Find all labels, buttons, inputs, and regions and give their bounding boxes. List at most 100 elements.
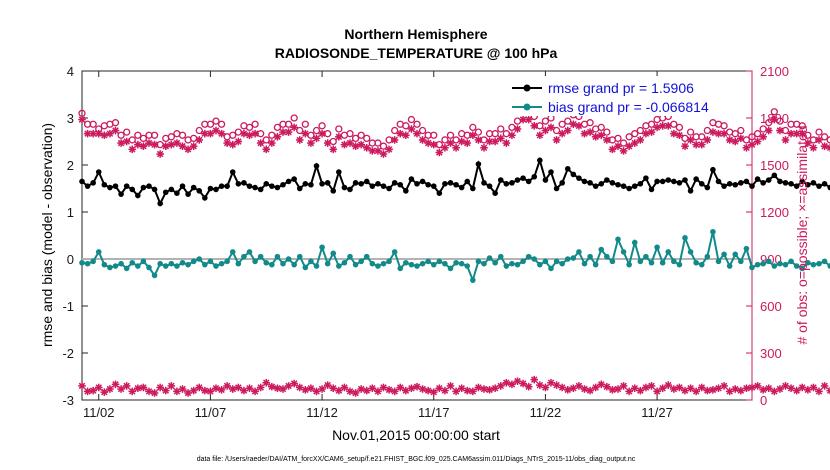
bias-point [263, 259, 270, 266]
bias-point [749, 264, 755, 271]
bias-point [782, 261, 789, 268]
rmse-point [107, 184, 113, 191]
possible-obs-point [206, 120, 215, 128]
bias-point [107, 264, 113, 271]
rmse-point [358, 181, 364, 187]
rmse-point [280, 181, 286, 188]
assimilated-obs-point [117, 139, 125, 147]
assimilated-obs-point [731, 385, 740, 393]
possible-obs-point [564, 117, 572, 125]
rmse-point [587, 180, 593, 186]
assimilated-obs-point [686, 384, 695, 393]
possible-obs-point [558, 120, 566, 128]
assimilated-obs-point [206, 387, 215, 396]
rmse-point [816, 183, 822, 189]
assimilated-obs-point [100, 388, 109, 396]
assimilated-obs-point [89, 129, 97, 138]
bias-point [704, 253, 711, 260]
assimilated-obs-point [692, 387, 700, 396]
assimilated-obs-point [586, 386, 594, 395]
bias-point [397, 265, 404, 272]
assimilated-obs-point [128, 387, 137, 396]
rmse-point [95, 169, 102, 175]
rmse-point [263, 181, 270, 187]
rmse-point [324, 180, 331, 186]
y-tick-label: 2 [67, 158, 74, 173]
bias-point [235, 260, 242, 267]
assimilated-obs-point [83, 129, 92, 138]
y-axis-label: rmse and bias (model - observation) [39, 123, 55, 347]
assimilated-obs-point [385, 145, 393, 154]
assimilated-obs-point [536, 131, 544, 140]
possible-obs-point [619, 139, 628, 147]
assimilated-obs-point [530, 375, 539, 384]
bias-point [218, 260, 225, 267]
assimilated-obs-point [725, 136, 734, 144]
rmse-point [749, 183, 755, 189]
assimilated-obs-point [424, 139, 432, 147]
x-tick-label: 11/07 [195, 405, 227, 420]
assimilated-obs-point [94, 383, 103, 392]
rmse-point [715, 178, 722, 185]
assimilated-obs-point [502, 378, 511, 387]
rmse-point [805, 181, 811, 188]
bias-point [626, 261, 632, 268]
assimilated-obs-point [273, 384, 282, 393]
legend-rmse-label: rmse grand pr = 1.5906 [548, 80, 694, 96]
rmse-point [168, 186, 175, 193]
bias-point [509, 260, 515, 267]
rmse-point [754, 176, 761, 182]
possible-obs-point [290, 114, 298, 122]
chart-subtitle: RADIOSONDE_TEMPERATURE @ 100 hPa [275, 45, 558, 61]
assimilated-obs-point [323, 381, 332, 389]
assimilated-obs-point [301, 129, 310, 138]
assimilated-obs-point [251, 129, 259, 138]
possible-obs-point [284, 120, 293, 128]
assimilated-obs-point [820, 382, 829, 390]
rmse-point [520, 175, 526, 181]
bias-point [520, 258, 526, 265]
assimilated-obs-point [441, 143, 449, 152]
possible-obs-point [597, 123, 605, 132]
assimilated-obs-point [195, 136, 204, 144]
rmse-point [285, 178, 292, 185]
assimilated-obs-point [619, 382, 628, 390]
assimilated-obs-point [351, 142, 360, 150]
bias-point [168, 260, 175, 267]
assimilated-obs-point [83, 387, 92, 396]
bias-point [296, 253, 303, 260]
assimilated-obs-point [742, 384, 751, 393]
assimilated-obs-point [748, 140, 756, 149]
assimilated-obs-point [357, 385, 365, 393]
rmse-point [771, 172, 778, 179]
assimilated-obs-point [619, 147, 628, 155]
assimilated-obs-point [318, 129, 326, 138]
bias-point [497, 253, 504, 260]
assimilated-obs-point [335, 386, 343, 395]
rmse-point [788, 181, 794, 187]
rmse-point [654, 178, 660, 185]
rmse-point [665, 177, 672, 183]
bias-point [726, 263, 733, 269]
possible-obs-point [391, 126, 399, 135]
rmse-point [90, 180, 96, 186]
possible-obs-point [625, 133, 633, 141]
assimilated-obs-point [446, 139, 455, 147]
rmse-point [609, 180, 616, 186]
assimilated-obs-point [753, 137, 762, 146]
assimilated-obs-point [128, 145, 137, 154]
assimilated-obs-point [742, 143, 751, 152]
rmse-point [118, 191, 124, 197]
assimilated-obs-point [670, 385, 678, 393]
assimilated-obs-point [106, 385, 114, 393]
rmse-point [576, 175, 582, 181]
bias-point [486, 255, 493, 261]
bias-point [123, 265, 130, 272]
rmse-point [425, 181, 431, 188]
assimilated-obs-point [407, 384, 416, 393]
rmse-point [274, 184, 281, 191]
bias-point [95, 249, 102, 255]
bias-point [313, 263, 320, 269]
possible-obs-point [636, 126, 644, 135]
bias-point [788, 258, 794, 265]
